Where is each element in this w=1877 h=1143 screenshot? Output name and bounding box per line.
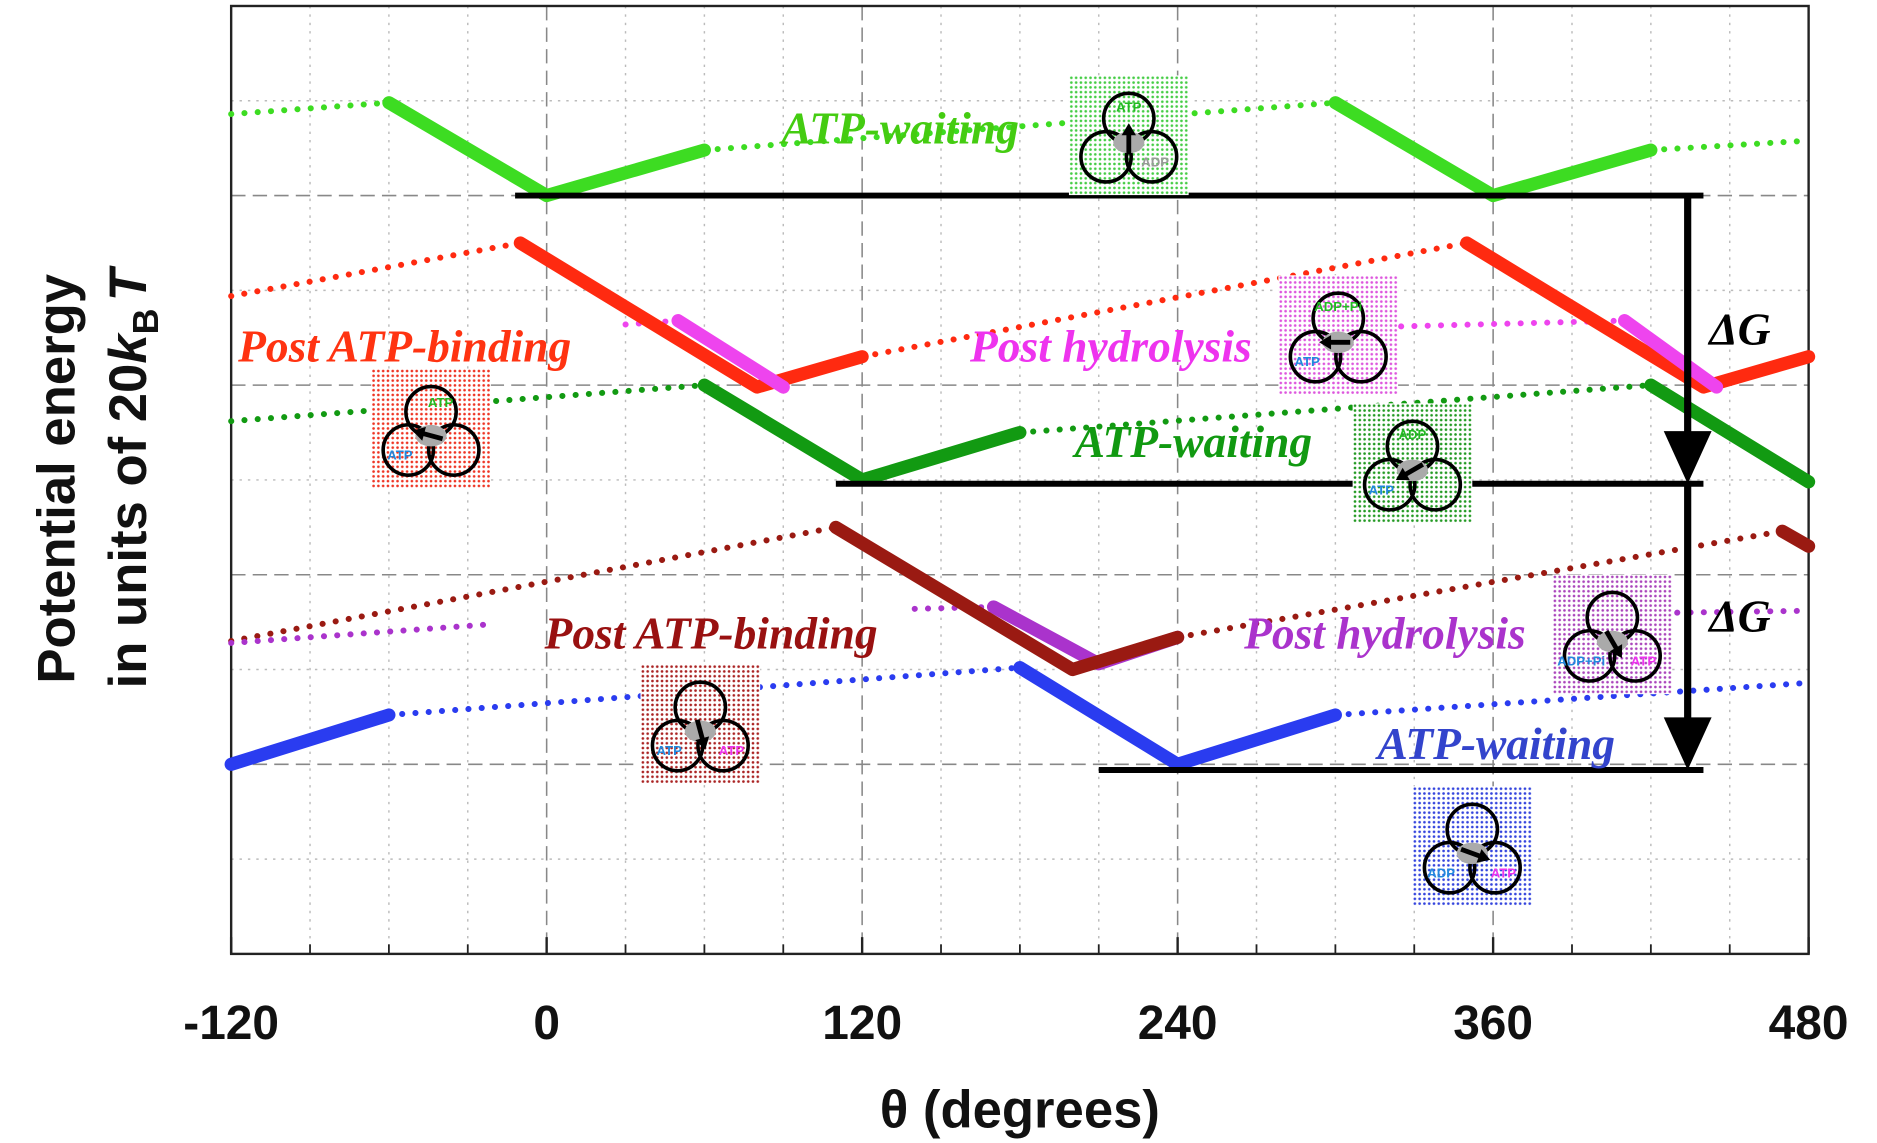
arrow-head: [1664, 431, 1712, 484]
x-axis-label: θ (degrees): [880, 1080, 1160, 1139]
x-tick-label: -120: [183, 997, 279, 1050]
icon-label: ATP: [1116, 99, 1142, 114]
icon-label: ATP: [657, 743, 683, 758]
curve-label: Post hydrolysis: [1243, 608, 1526, 659]
icon-label: ATP: [428, 395, 454, 410]
curve-label: ATP-waiting: [1374, 718, 1615, 769]
x-tick-label: 360: [1453, 997, 1533, 1050]
y-label-k: k: [99, 332, 158, 364]
icon-label: ATP: [1631, 653, 1657, 668]
rotor-icon: ADP ATP: [1353, 403, 1473, 523]
y-label-t: T: [99, 265, 158, 301]
y-label-text: in units of 20: [99, 364, 158, 689]
delta-label: ΔG: [1707, 591, 1771, 642]
icon-label: ATP: [719, 743, 745, 758]
y-axis-label: in units of 20kBT: [99, 265, 166, 688]
rotor-icon: ADP+Pi ATP: [1278, 275, 1398, 395]
x-tick-label: 120: [822, 997, 902, 1050]
arrow-head: [1664, 717, 1712, 770]
curve-label: Post ATP-binding: [237, 320, 571, 371]
curve-label: ATP-waiting: [1072, 416, 1313, 467]
icon-label: ATP: [387, 448, 413, 463]
solid-curve: [231, 668, 1335, 765]
icon-label: ADP+Pi: [1314, 299, 1362, 314]
curve-label: ATP-waiting: [778, 103, 1019, 154]
y-label-sub: B: [126, 308, 166, 334]
x-tick-label: 480: [1769, 997, 1849, 1050]
icon-label: ADP: [1141, 154, 1169, 169]
chart: θ (degrees) Potential energy in units of…: [0, 0, 1877, 1143]
curve-label: Post hydrolysis: [969, 320, 1252, 371]
rotor-icon: ADP ATP: [1412, 786, 1532, 906]
rotor-icon: ATP ATP: [640, 664, 760, 784]
delta-label: ΔG: [1707, 303, 1771, 354]
rotor-icon: ATP ADP: [1069, 75, 1189, 195]
icon-label: ADP+Pi: [1557, 653, 1605, 668]
icon-label: ADP: [1427, 865, 1455, 880]
curve-label: Post ATP-binding: [544, 608, 878, 659]
icon-label: ATP: [1369, 482, 1395, 497]
x-tick-label: 0: [533, 997, 560, 1050]
rotor-icon: ADP+Pi ATP: [1552, 574, 1672, 694]
icon-label: ATP: [1491, 865, 1517, 880]
icon-label: ADP: [1399, 427, 1427, 442]
rotor-icon: ATP ATP: [371, 369, 491, 489]
x-tick-label: 240: [1138, 997, 1218, 1050]
y-axis-label: Potential energy: [27, 274, 86, 684]
icon-label: ATP: [1294, 354, 1320, 369]
